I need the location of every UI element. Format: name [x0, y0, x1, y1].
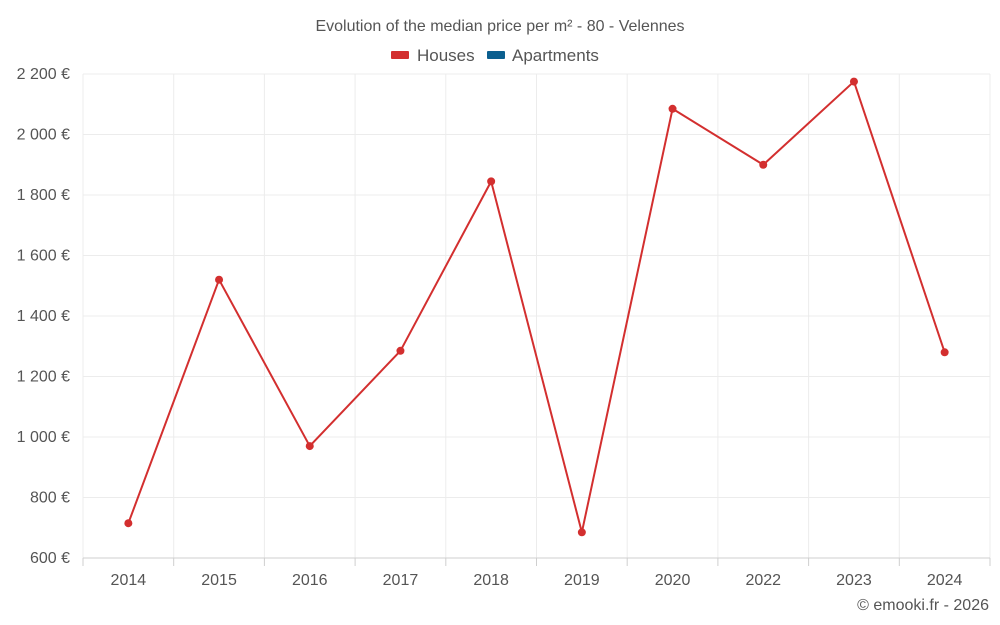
x-tick-label: 2022 — [745, 572, 781, 589]
data-point-houses[interactable] — [396, 346, 405, 355]
legend-swatch-apartments — [487, 51, 505, 59]
data-point-houses[interactable] — [759, 160, 768, 169]
legend-item-apartments[interactable]: Apartments — [487, 46, 599, 65]
x-tick-label: 2017 — [383, 572, 419, 589]
series-line-houses — [127, 80, 946, 534]
grid — [82, 73, 991, 559]
y-tick-label: 2 200 € — [17, 66, 70, 83]
data-point-houses[interactable] — [577, 528, 586, 537]
data-point-houses[interactable] — [849, 77, 858, 86]
y-tick-label: 600 € — [30, 550, 70, 567]
x-tick-label: 2018 — [473, 572, 509, 589]
y-tick-label: 1 000 € — [17, 429, 70, 446]
legend-label-apartments: Apartments — [512, 46, 599, 65]
x-tick-label: 2015 — [201, 572, 237, 589]
data-point-houses[interactable] — [668, 104, 677, 113]
y-tick-label: 1 400 € — [17, 308, 70, 325]
x-tick-label: 2019 — [564, 572, 600, 589]
x-tick-label: 2024 — [927, 572, 963, 589]
legend-swatch-houses — [391, 51, 409, 59]
legend-item-houses[interactable]: Houses — [391, 46, 475, 65]
legend-label-houses: Houses — [417, 46, 475, 65]
x-tick-label: 2020 — [655, 572, 691, 589]
chart-title: Evolution of the median price per m² - 8… — [315, 18, 684, 35]
y-tick-label: 2 000 € — [17, 127, 70, 144]
data-point-houses[interactable] — [487, 177, 496, 186]
data-point-houses[interactable] — [940, 348, 949, 357]
series-layer — [124, 77, 949, 537]
y-tick-label: 800 € — [30, 490, 70, 507]
x-tick-label: 2016 — [292, 572, 328, 589]
credit-text: © emooki.fr - 2026 — [857, 597, 989, 614]
legend: Houses Apartments — [391, 46, 599, 65]
data-point-houses[interactable] — [124, 519, 133, 528]
data-point-houses[interactable] — [305, 442, 314, 451]
y-tick-label: 1 600 € — [17, 248, 70, 265]
data-point-houses[interactable] — [215, 275, 224, 284]
x-tick-label: 2014 — [111, 572, 147, 589]
y-tick-label: 1 800 € — [17, 187, 70, 204]
y-tick-label: 1 200 € — [17, 369, 70, 386]
x-tick-label: 2023 — [836, 572, 872, 589]
axes: 600 € 800 € 1 000 € 1 200 € 1 400 € 1 600 € 1 … — [17, 66, 991, 589]
